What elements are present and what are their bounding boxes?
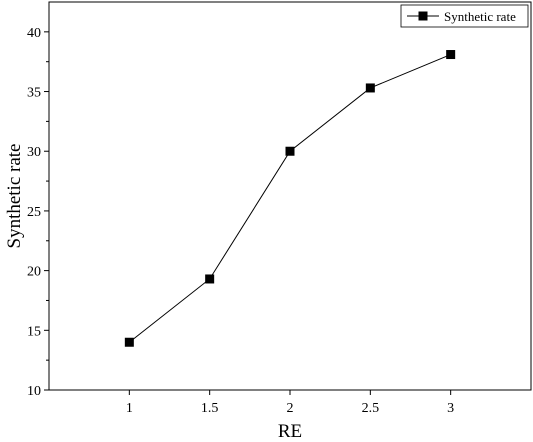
y-axis-title: Synthetic rate: [4, 144, 25, 249]
legend-label: Synthetic rate: [444, 9, 516, 24]
y-tick-label: 20: [27, 265, 41, 280]
x-tick-label: 3: [447, 401, 454, 416]
x-tick-label: 2.5: [362, 401, 380, 416]
series-line-synthetic-rate: [129, 54, 451, 343]
data-point-marker: [446, 50, 456, 60]
x-tick-label: 1: [126, 401, 133, 416]
x-tick-label: 2: [287, 401, 294, 416]
y-tick-label: 15: [27, 324, 41, 339]
y-tick-label: 10: [27, 384, 41, 399]
series-markers: [124, 50, 456, 347]
x-tick-label: 1.5: [201, 401, 219, 416]
legend-box: [400, 4, 529, 28]
data-point-marker: [124, 337, 134, 347]
legend: Synthetic rate: [400, 4, 529, 28]
y-tick-label: 25: [27, 205, 41, 220]
legend-marker: [418, 11, 428, 21]
x-axis-ticks: 1 1.5 2 2.5 3: [126, 390, 454, 416]
x-axis-title: RE: [278, 421, 302, 442]
y-tick-label: 35: [27, 86, 41, 101]
y-tick-label: 40: [27, 26, 41, 41]
data-point-marker: [205, 274, 215, 284]
y-tick-label: 30: [27, 145, 41, 160]
data-point-marker: [365, 83, 375, 93]
data-point-marker: [285, 146, 295, 156]
plot-frame: [48, 1, 532, 391]
y-axis-ticks: 10 15 20 25 30 35 40: [27, 26, 49, 399]
